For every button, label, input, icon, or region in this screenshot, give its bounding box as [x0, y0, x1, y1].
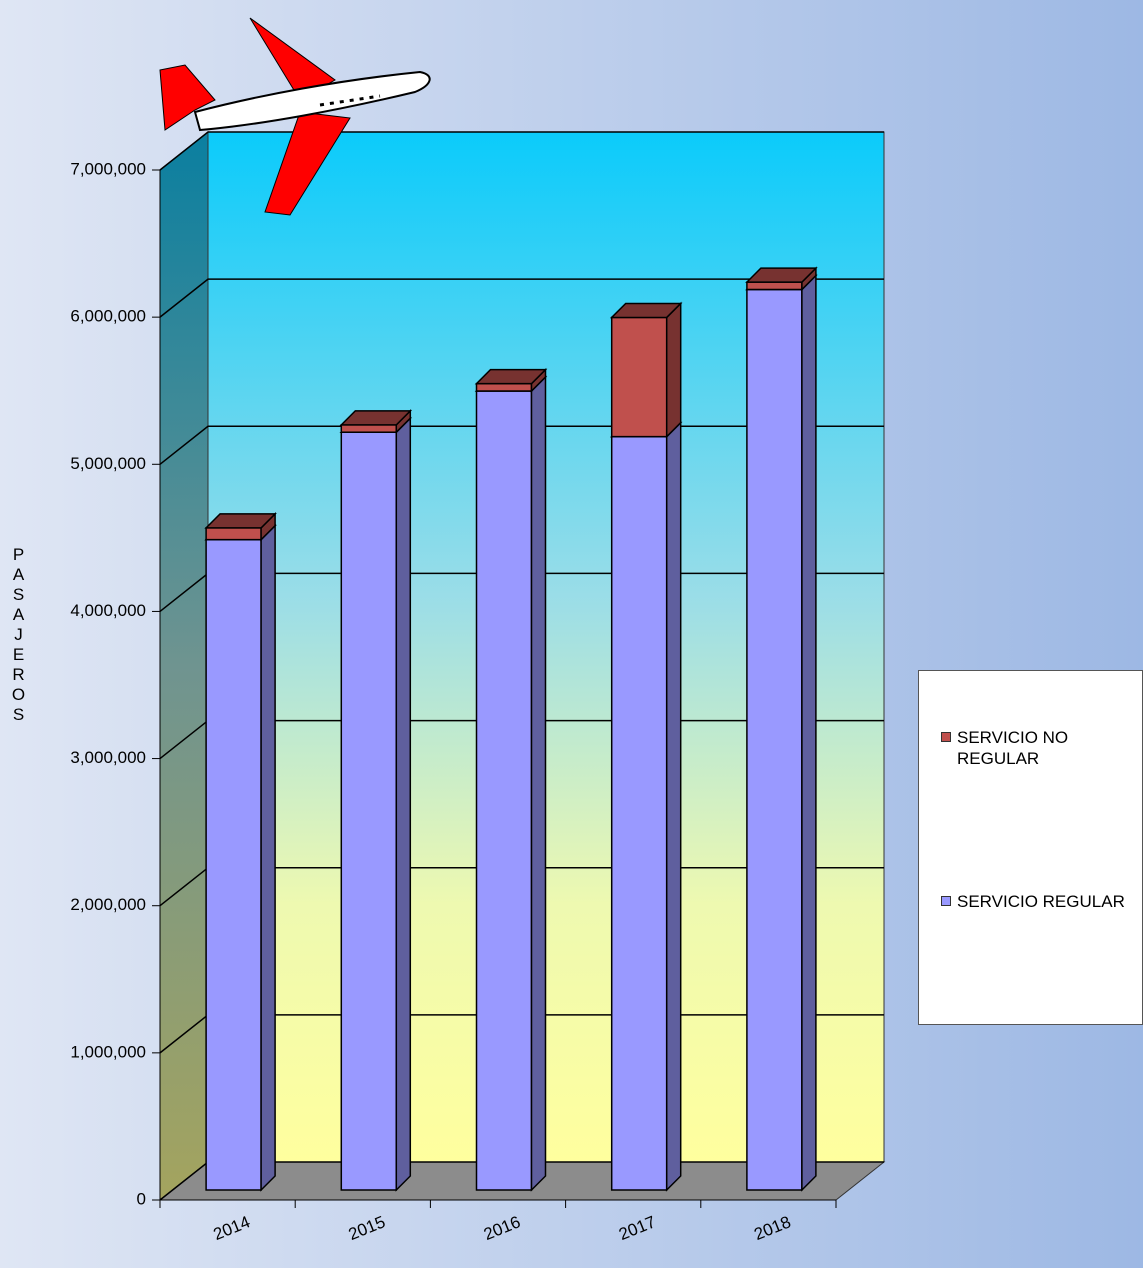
y-tick-label: 1,000,000 [70, 1042, 146, 1061]
bar-segment [746, 281, 803, 291]
bar-segment [610, 435, 668, 1191]
bar-top [474, 368, 548, 385]
y-tick-label: 4,000,000 [70, 601, 146, 620]
x-tick-label: 2014 [211, 1212, 253, 1244]
y-tick-label: 7,000,000 [70, 159, 146, 178]
bar-side [395, 416, 412, 1192]
x-tick-label: 2017 [616, 1212, 658, 1244]
y-tick-label: 2,000,000 [70, 895, 146, 914]
legend-item: SERVICIO REGULAR [941, 891, 1137, 912]
bar-side [665, 301, 682, 439]
bar-top [609, 302, 683, 319]
y-tick-label: 0 [137, 1189, 146, 1208]
legend-label: SERVICIO REGULAR [957, 892, 1125, 911]
bar-segment [610, 316, 668, 438]
bar-top [204, 513, 277, 529]
left-wall [159, 130, 209, 1202]
bar-segment [205, 538, 262, 1191]
x-tick-label: 2016 [481, 1212, 523, 1244]
legend-swatch [941, 896, 951, 906]
bar-segment [475, 382, 533, 392]
grid-line [159, 131, 884, 171]
legend-item: SERVICIO NO REGULAR [941, 727, 1137, 769]
bar-segment [205, 527, 262, 541]
bar-side [665, 420, 682, 1192]
x-tick-label: 2018 [751, 1212, 793, 1244]
y-tick-label: 6,000,000 [70, 307, 146, 326]
bar-segment [746, 288, 803, 1191]
legend-label: SERVICIO NO REGULAR [957, 728, 1069, 768]
bar-segment [475, 390, 533, 1191]
bar-side [530, 375, 547, 1192]
bar-side [260, 523, 276, 1192]
legend-swatch [941, 732, 951, 742]
grid-line [159, 278, 884, 318]
y-tick-label: 5,000,000 [70, 454, 146, 473]
bar-top [339, 410, 413, 426]
bar-segment [340, 431, 398, 1191]
y-axis-label: PASAJEROS [9, 545, 28, 725]
bar-segment [340, 424, 398, 433]
bar-top [745, 267, 818, 283]
bar-side [801, 273, 817, 1192]
airplane-icon [159, 17, 431, 216]
y-tick-label: 3,000,000 [70, 748, 146, 767]
x-tick-label: 2015 [346, 1212, 388, 1244]
legend: SERVICIO NO REGULAR SERVICIO REGULAR [918, 670, 1143, 1025]
